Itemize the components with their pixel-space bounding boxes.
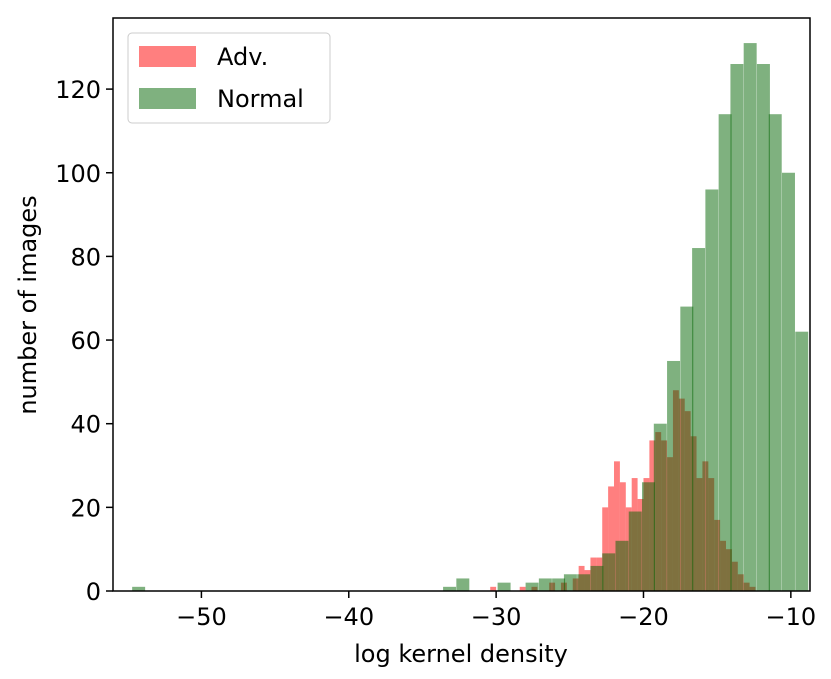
adv-bar [614, 461, 620, 591]
y-tick-label: 100 [55, 160, 101, 188]
legend-swatch-normal [139, 88, 196, 109]
x-tick-label: −50 [176, 603, 227, 631]
normal-bar [692, 248, 706, 592]
normal-bar [497, 582, 511, 591]
normal-bar [590, 565, 604, 591]
normal-bar [768, 114, 782, 591]
normal-bar [456, 578, 470, 591]
normal-bar [132, 586, 146, 591]
x-axis-ticks: −50 −40 −30 −20 −10 [176, 591, 816, 631]
x-tick-label: −20 [618, 603, 669, 631]
normal-bar [705, 189, 719, 592]
adv-bar [519, 586, 526, 591]
y-tick-label: 60 [70, 327, 101, 355]
x-axis-label: log kernel density [354, 640, 568, 668]
legend: Adv. Normal [127, 32, 331, 124]
adv-bar [602, 507, 609, 591]
plot-frame [112, 17, 811, 592]
normal-bar [552, 578, 566, 591]
adv-bar [619, 482, 626, 591]
normal-bar [628, 511, 642, 591]
normal-bar [743, 43, 757, 591]
normal-bar [653, 423, 667, 591]
normal-bar [782, 172, 795, 591]
normal-bar [680, 306, 694, 591]
adv-bar [490, 586, 497, 591]
normal-bar [667, 360, 681, 591]
adv-bar [608, 486, 615, 591]
normal-bar [443, 586, 457, 591]
y-tick-label: 20 [70, 494, 101, 522]
normal-bar [563, 574, 577, 591]
y-axis-label: number of images [14, 195, 42, 414]
adv-bar [702, 461, 709, 591]
normal-bar [642, 482, 655, 591]
legend-label-adv: Adv. [217, 43, 268, 71]
normal-bar [730, 64, 744, 591]
adv-bar [625, 507, 632, 591]
y-tick-label: 40 [70, 411, 101, 439]
x-tick-label: −10 [766, 603, 817, 631]
normal-bar [602, 553, 616, 591]
normal-bar [756, 64, 770, 591]
x-tick-label: −40 [323, 603, 374, 631]
normal-bar [538, 578, 552, 591]
normal-bar [525, 582, 539, 591]
normal-bar [577, 574, 591, 591]
y-axis-ticks: 0 20 40 60 80 100 120 [55, 76, 113, 606]
y-tick-label: 120 [55, 76, 101, 104]
normal-series-bars [132, 43, 809, 592]
legend-swatch-adv [139, 46, 196, 67]
x-tick-label: −30 [471, 603, 522, 631]
y-tick-label: 80 [70, 243, 101, 271]
normal-bar [615, 540, 629, 591]
legend-label-normal: Normal [217, 85, 304, 113]
y-tick-label: 0 [86, 578, 101, 606]
normal-bar [718, 114, 732, 591]
normal-bar [795, 331, 809, 591]
plot-area [112, 17, 811, 592]
